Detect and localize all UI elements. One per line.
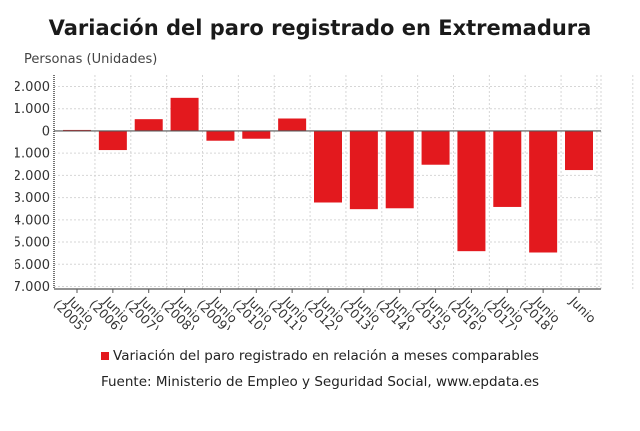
y-axis-label: Personas (Unidades) [24,52,158,67]
bar [98,130,127,151]
bar [314,130,342,203]
source-note: Fuente: Ministerio de Empleo y Seguridad… [100,374,540,390]
y-tick-label: 0 [42,124,50,139]
y-tick-labels: 2.000 1.000 0 -1.000 -2.000 -3.000 -4.000 -5.00… [8,80,50,295]
bar [457,130,486,252]
y-tick-label: -5.000 [8,236,50,251]
bar [349,130,378,210]
bar [134,119,163,131]
y-tick-label: -6.000 [8,258,50,273]
bar [493,130,522,207]
bar [421,130,450,165]
bar [565,130,593,171]
legend: Variación del paro registrado en relació… [0,348,640,364]
x-tick-label-line: Junio [566,293,599,326]
x-tick-label: Junio(2016) [445,293,491,330]
y-tick-label: -4.000 [8,213,50,228]
x-tick-label: Junio(2010) [230,293,276,330]
y-tick-label: -1.000 [8,147,50,162]
bar [278,118,307,131]
y-tick-label: -3.000 [8,191,50,206]
bar [385,130,414,209]
x-tick-label: Junio(2018) [517,293,563,330]
bar [206,130,235,141]
bar [529,130,558,253]
y-tick-label: -2.000 [8,169,50,184]
legend-label: Variación del paro registrado en relació… [113,348,539,364]
bars [63,97,593,253]
bar [242,130,271,139]
y-tick-label: -7.000 [8,280,50,295]
x-tick-label: Junio [566,293,599,326]
bar-chart: 2.000 1.000 0 -1.000 -2.000 -3.000 -4.000 -5.00… [8,75,634,330]
legend-swatch [101,352,110,360]
bar [170,97,199,131]
y-tick-label: 1.000 [13,102,50,117]
chart-title: Variación del paro registrado en Extrema… [48,16,592,40]
y-tick-label: 2.000 [13,80,50,95]
axes [53,75,601,293]
x-tick-labels: Junio(2005) Junio(2006) Junio(2007) Junio(2… [51,293,599,330]
